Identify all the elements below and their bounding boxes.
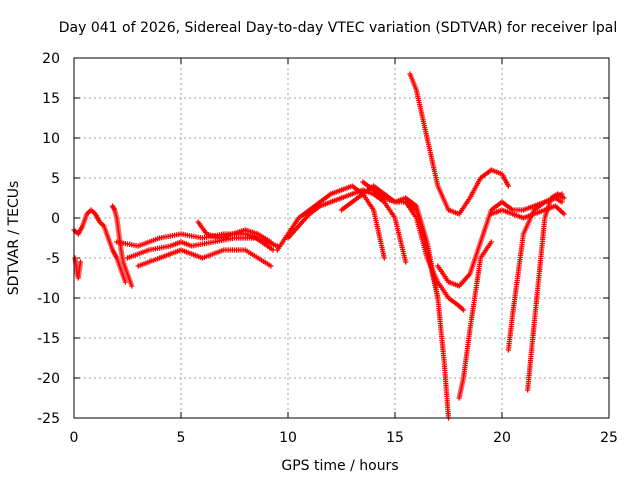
series-track-rise-2 bbox=[285, 187, 409, 265]
x-tick-labels: 0 5 10 15 20 25 bbox=[70, 430, 618, 446]
x-tick-label: 20 bbox=[493, 430, 511, 446]
data-point bbox=[460, 307, 467, 313]
x-tick-label: 15 bbox=[386, 430, 404, 446]
data-point bbox=[129, 283, 135, 289]
series-track-day-3 bbox=[135, 247, 274, 269]
x-tick-label: 25 bbox=[600, 430, 618, 446]
y-tick-label: 20 bbox=[42, 51, 60, 67]
points-layer bbox=[71, 71, 567, 421]
data-point bbox=[561, 211, 567, 217]
data-point bbox=[561, 195, 567, 201]
y-tick-label: -5 bbox=[46, 251, 60, 267]
y-tick-label: -20 bbox=[37, 371, 60, 387]
x-axis-label: GPS time / hours bbox=[281, 458, 398, 474]
series-track-valley-4 bbox=[525, 191, 567, 393]
data-point bbox=[268, 263, 274, 269]
series-track-late bbox=[488, 203, 567, 221]
series-track-valley-2 bbox=[456, 239, 494, 401]
data-point bbox=[559, 199, 565, 205]
y-tick-label: -10 bbox=[37, 291, 60, 307]
series-track-early-3 bbox=[109, 203, 135, 289]
y-tick-label: 10 bbox=[42, 131, 60, 147]
chart-title: Day 041 of 2026, Sidereal Day-to-day VTE… bbox=[59, 20, 617, 36]
data-point bbox=[488, 239, 494, 245]
y-axis-label: SDTVAR / TECUs bbox=[6, 181, 22, 296]
y-tick-label: 0 bbox=[51, 211, 60, 227]
y-tick-label: 15 bbox=[42, 91, 60, 107]
series-track-early-2 bbox=[72, 255, 84, 281]
series-track-day-4 bbox=[195, 219, 274, 245]
series-track-drop-2 bbox=[403, 199, 467, 313]
plot-frame bbox=[73, 57, 610, 419]
y-tick-label: -15 bbox=[37, 331, 60, 347]
y-tick-label: -25 bbox=[37, 411, 60, 427]
data-point bbox=[505, 183, 512, 189]
x-tick-label: 10 bbox=[279, 430, 297, 446]
series-track-valley-3 bbox=[505, 195, 565, 353]
series-track-rise-1 bbox=[274, 183, 387, 261]
data-point bbox=[268, 239, 274, 245]
x-tick-label: 5 bbox=[177, 430, 186, 446]
series-track-valley-1 bbox=[435, 191, 565, 289]
data-point bbox=[381, 255, 387, 261]
y-tick-labels: 20 15 10 5 0 -5 -10 -15 -20 -25 bbox=[37, 51, 60, 427]
y-tick-label: 5 bbox=[51, 171, 60, 187]
series-track-early-1 bbox=[71, 207, 128, 285]
series-track-high bbox=[407, 71, 512, 217]
data-point bbox=[122, 279, 128, 285]
data-point bbox=[403, 259, 409, 265]
data-point bbox=[77, 259, 84, 265]
x-tick-label: 0 bbox=[70, 430, 79, 446]
